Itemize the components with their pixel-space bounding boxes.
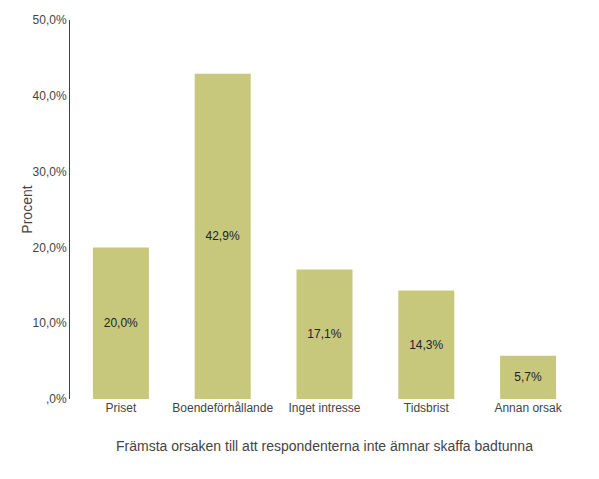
svg-text:30,0%: 30,0%: [33, 165, 67, 179]
svg-text:42,9%: 42,9%: [206, 229, 240, 243]
svg-text:20,0%: 20,0%: [104, 316, 138, 330]
svg-text:10,0%: 10,0%: [33, 316, 67, 330]
svg-text:Inget intresse: Inget intresse: [288, 401, 360, 415]
svg-text:Priset: Priset: [106, 401, 137, 415]
svg-text:Procent: Procent: [19, 185, 35, 233]
svg-text:20,0%: 20,0%: [33, 241, 67, 255]
svg-text:14,3%: 14,3%: [409, 338, 443, 352]
svg-text:Främsta orsaken till att respo: Främsta orsaken till att respondenterna …: [116, 438, 533, 454]
svg-text:50,0%: 50,0%: [33, 13, 67, 27]
svg-text:5,7%: 5,7%: [514, 370, 542, 384]
svg-text:Tidsbrist: Tidsbrist: [404, 401, 450, 415]
svg-text:Boendeförhållande: Boendeförhållande: [172, 401, 273, 415]
svg-text:,0%: ,0%: [46, 392, 67, 406]
svg-text:40,0%: 40,0%: [33, 89, 67, 103]
svg-text:Annan orsak: Annan orsak: [494, 401, 562, 415]
svg-text:17,1%: 17,1%: [307, 327, 341, 341]
